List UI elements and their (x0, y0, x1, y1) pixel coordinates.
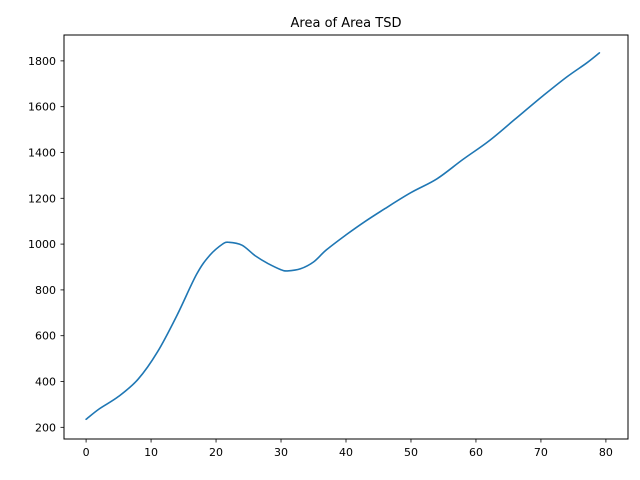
y-tick-label: 1400 (28, 146, 56, 159)
x-tick-label: 60 (469, 446, 483, 459)
x-tick-label: 0 (83, 446, 90, 459)
y-tick-label: 200 (35, 421, 56, 434)
y-tick-label: 1600 (28, 101, 56, 114)
x-tick-label: 40 (339, 446, 353, 459)
y-tick-label: 1000 (28, 238, 56, 251)
y-tick-label: 1800 (28, 55, 56, 68)
x-tick-label: 20 (209, 446, 223, 459)
y-tick-label: 800 (35, 284, 56, 297)
y-tick-label: 600 (35, 330, 56, 343)
chart-title: Area of Area TSD (291, 16, 402, 31)
line-series (85, 52, 601, 421)
x-tick-label: 10 (144, 446, 158, 459)
x-tick-label: 50 (404, 446, 418, 459)
y-tick-label: 1200 (28, 192, 56, 205)
x-tick-label: 80 (599, 446, 613, 459)
y-tick-label: 400 (35, 376, 56, 389)
x-tick-label: 70 (534, 446, 548, 459)
x-tick-label: 30 (274, 446, 288, 459)
